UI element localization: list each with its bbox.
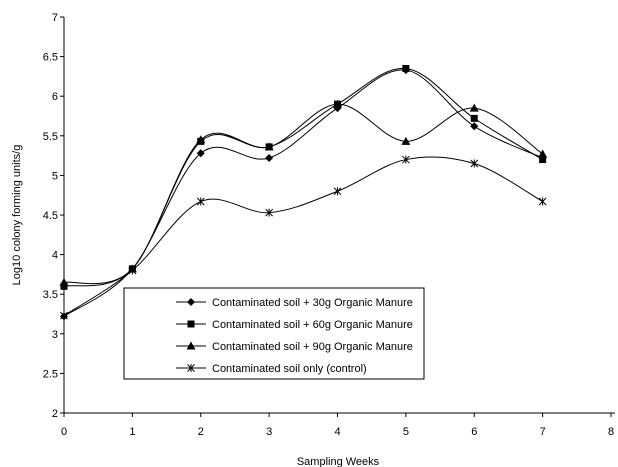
- data-point: [60, 282, 68, 290]
- data-point: [333, 187, 342, 196]
- x-ticks: 0 1 2 3 4 5 6 7 8: [61, 413, 614, 438]
- x-tick-label: 3: [266, 426, 272, 438]
- data-point: [402, 155, 410, 164]
- data-point: [401, 136, 411, 145]
- legend: Contaminated soil + 30g Organic Manure Co…: [123, 287, 425, 380]
- x-axis: 0 1 2 3 4 5 6 7 8: [61, 412, 615, 438]
- data-point: [59, 277, 69, 286]
- x-tick-label: 7: [540, 426, 546, 438]
- y-axis-title: Log10 colony forming units/g: [11, 145, 23, 286]
- x-tick-label: 0: [61, 426, 67, 438]
- legend-item: Contaminated soil + 90g Organic Manure: [176, 341, 413, 353]
- legend-marker: [186, 341, 196, 350]
- data-point: [196, 197, 205, 206]
- data-point: [333, 99, 342, 108]
- y-tick-label: 5.5: [43, 131, 58, 143]
- legend-items: Contaminated soil + 30g Organic Manure Co…: [176, 297, 413, 375]
- data-point: [128, 266, 137, 275]
- y-tick-label: 5: [52, 170, 58, 182]
- legend-marker: [187, 364, 195, 372]
- legend-item: Contaminated soil + 60g Organic Manure: [176, 319, 413, 331]
- data-point: [470, 114, 478, 122]
- legend-marker: [187, 320, 195, 328]
- series-line: [63, 69, 543, 317]
- legend-label: Contaminated soil + 90g Organic Manure: [212, 341, 413, 353]
- series-1: [60, 66, 547, 321]
- data-point: [265, 153, 274, 162]
- x-tick-label: 5: [403, 426, 409, 438]
- y-tick-label: 3.5: [43, 289, 58, 301]
- series-4: [60, 155, 547, 320]
- data-point: [196, 135, 206, 144]
- series-line: [63, 67, 543, 287]
- x-tick-label: 6: [471, 426, 477, 438]
- y-tick-label: 3: [52, 329, 58, 341]
- data-point: [402, 64, 410, 72]
- x-tick-label: 2: [198, 426, 204, 438]
- data-point: [470, 159, 479, 168]
- series-3: [59, 99, 548, 286]
- data-point: [60, 311, 68, 320]
- y-tick-label: 4.5: [43, 210, 58, 222]
- legend-item: Contaminated soil only (control): [176, 363, 367, 375]
- legend-label: Contaminated soil only (control): [212, 363, 367, 375]
- series-layer: [59, 64, 548, 321]
- y-tick-label: 6.5: [43, 52, 58, 64]
- data-point: [539, 156, 547, 164]
- y-axis: 2 2.5 3 3.5 4 4.5 5 5.5 6 6.5 7: [43, 12, 65, 420]
- series-line: [63, 103, 543, 285]
- x-tick-label: 1: [129, 426, 135, 438]
- y-tick-label: 2: [52, 408, 58, 420]
- data-point: [538, 149, 548, 158]
- x-tick-label: 8: [608, 426, 614, 438]
- legend-item: Contaminated soil + 30g Organic Manure: [176, 297, 413, 309]
- legend-marker: [187, 298, 195, 306]
- data-point: [264, 142, 274, 151]
- x-tick-label: 4: [334, 426, 340, 438]
- series-2: [60, 64, 547, 290]
- data-point: [538, 197, 547, 206]
- data-point: [469, 103, 479, 112]
- legend-box: [123, 287, 425, 380]
- legend-label: Contaminated soil + 30g Organic Manure: [212, 297, 413, 309]
- y-ticks: 2 2.5 3 3.5 4 4.5 5 5.5 6 6.5 7: [43, 12, 64, 420]
- data-point: [470, 122, 479, 131]
- data-point: [265, 208, 273, 217]
- y-tick-label: 6: [52, 91, 58, 103]
- y-tick-label: 7: [52, 12, 58, 24]
- y-tick-label: 4: [52, 250, 58, 262]
- legend-label: Contaminated soil + 60g Organic Manure: [212, 319, 413, 331]
- x-axis-title: Sampling Weeks: [297, 456, 380, 467]
- y-tick-label: 2.5: [43, 368, 58, 380]
- data-point: [196, 149, 205, 158]
